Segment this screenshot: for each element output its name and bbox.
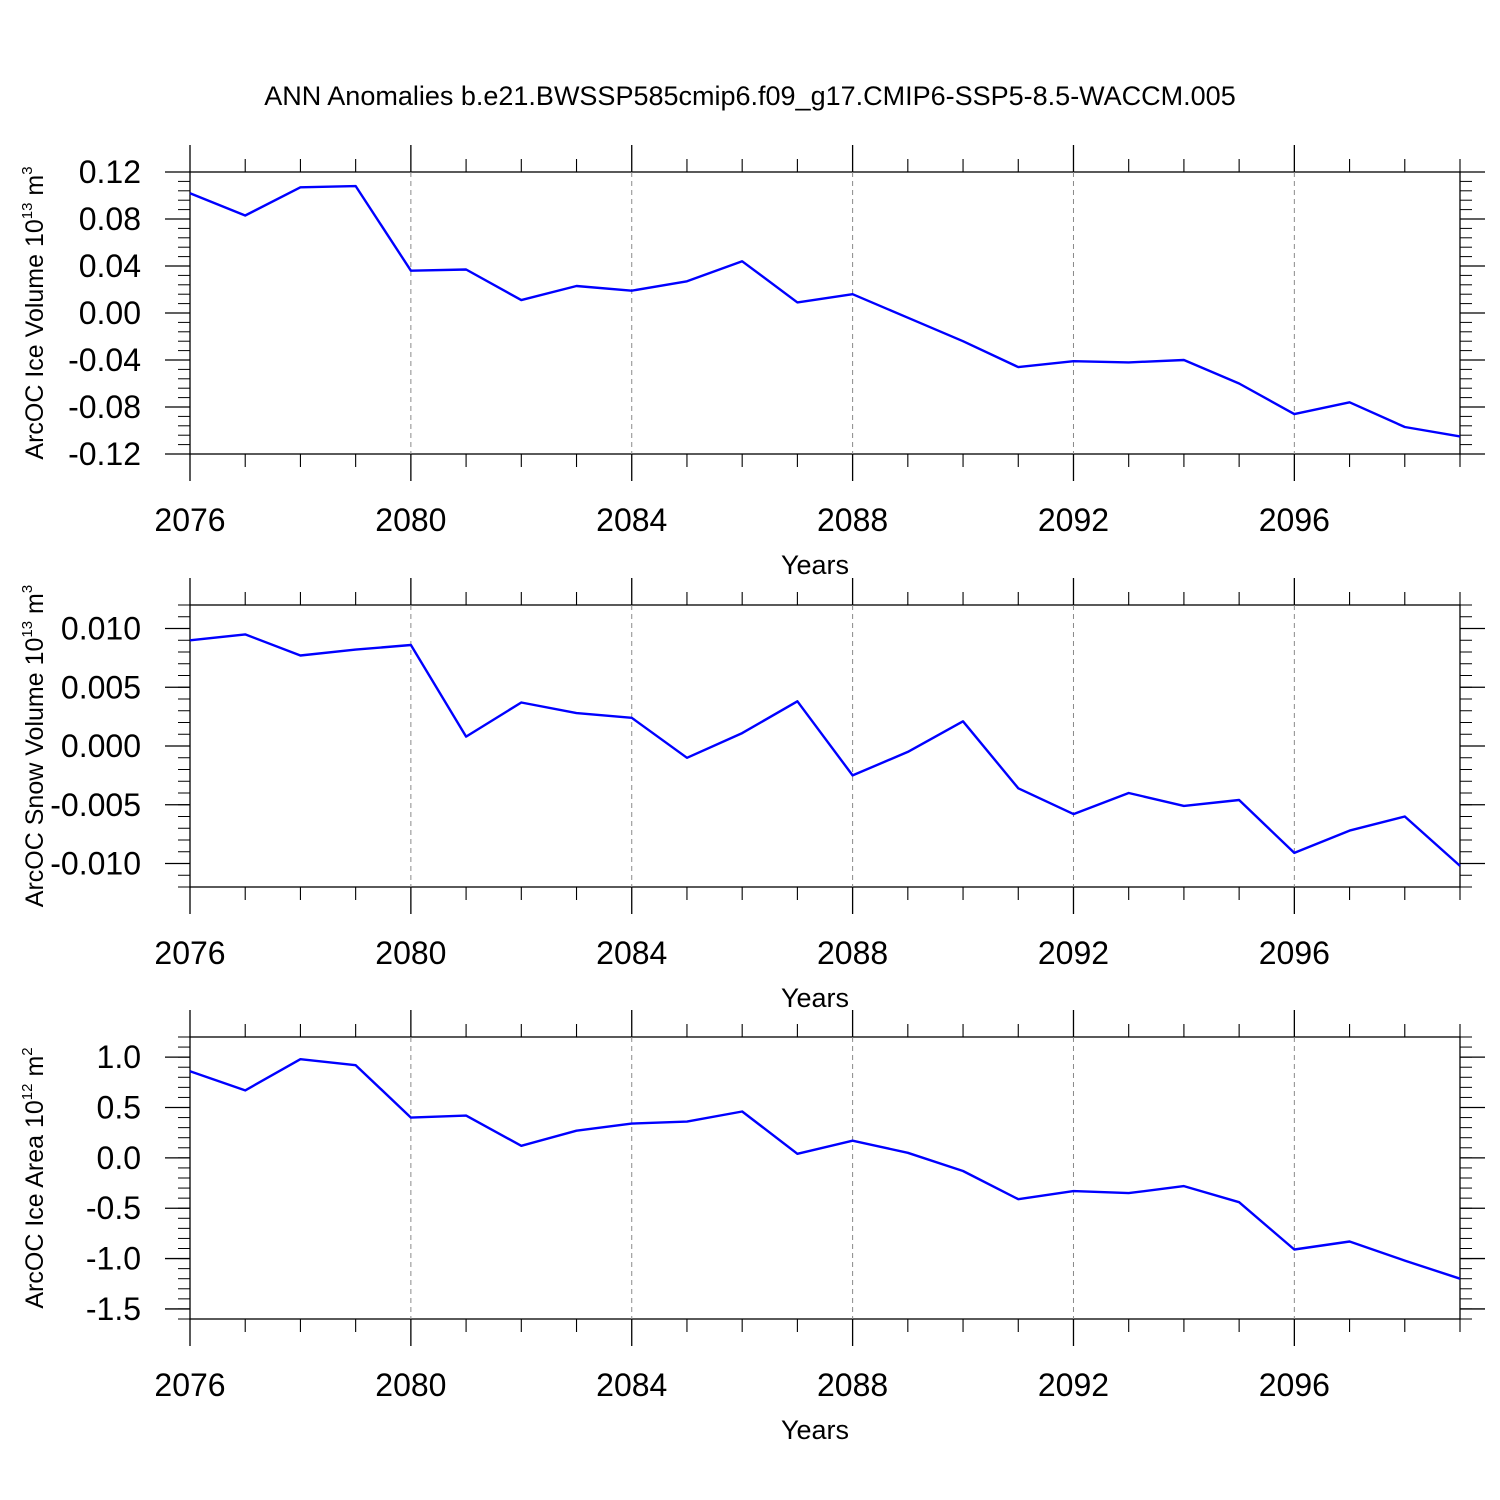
x-tick-label: 2092 bbox=[1038, 1367, 1109, 1403]
x-tick-label: 2080 bbox=[375, 935, 446, 971]
y-tick-label: -0.010 bbox=[50, 846, 141, 882]
y-tick-label: 0.0 bbox=[97, 1140, 141, 1176]
series-line bbox=[189, 184, 1461, 438]
x-tick-label: 2088 bbox=[817, 502, 888, 538]
series-line bbox=[189, 1057, 1461, 1280]
x-tick-label: 2096 bbox=[1259, 502, 1330, 538]
figure-title: ANN Anomalies b.e21.BWSSP585cmip6.f09_g1… bbox=[264, 81, 1235, 111]
y-tick-label: 1.0 bbox=[97, 1039, 141, 1075]
y-tick-label: 0.00 bbox=[79, 295, 141, 331]
y-tick-label: 0.08 bbox=[79, 201, 141, 237]
y-axis-label: ArcOC Ice Volume 1013 m3 bbox=[19, 166, 49, 459]
y-tick-label: 0.5 bbox=[97, 1090, 141, 1126]
chart-panel-snow-volume: 2076 2080 2084 2088 2092 2096 Years 0.010 0.005 0… bbox=[19, 578, 1485, 1013]
x-tick-label: 2092 bbox=[1038, 935, 1109, 971]
x-tick-label: 2076 bbox=[154, 935, 225, 971]
y-tick-label: -0.08 bbox=[68, 389, 141, 425]
x-tick-label: 2076 bbox=[154, 1367, 225, 1403]
y-tick-label: -0.005 bbox=[50, 787, 141, 823]
y-axis-label: ArcOC Snow Volume 1013 m3 bbox=[19, 585, 49, 907]
x-axis-label: Years bbox=[781, 983, 849, 1013]
y-tick-label: -0.04 bbox=[68, 342, 141, 378]
x-tick-label: 2088 bbox=[817, 1367, 888, 1403]
x-axis-label: Years bbox=[781, 550, 849, 580]
x-tick-label: 2096 bbox=[1259, 1367, 1330, 1403]
y-axis-label: ArcOC Ice Area 1012 m2 bbox=[19, 1047, 49, 1308]
x-tick-label: 2084 bbox=[596, 1367, 667, 1403]
y-tick-label: 0.005 bbox=[61, 669, 141, 705]
series-line bbox=[189, 633, 1461, 867]
y-tick-label: -1.0 bbox=[86, 1241, 141, 1277]
x-tick-label: 2084 bbox=[596, 935, 667, 971]
y-tick-label: 0.000 bbox=[61, 728, 141, 764]
x-tick-label: 2096 bbox=[1259, 935, 1330, 971]
x-tick-label: 2080 bbox=[375, 502, 446, 538]
chart-panel-ice-volume: 2076 2080 2084 2088 2092 2096 Years 0.12 0.08 0.0… bbox=[19, 145, 1485, 580]
x-tick-label: 2084 bbox=[596, 502, 667, 538]
y-tick-label: 0.12 bbox=[79, 154, 141, 190]
y-tick-label: -0.12 bbox=[68, 436, 141, 472]
x-tick-label: 2092 bbox=[1038, 502, 1109, 538]
y-tick-label: -1.5 bbox=[86, 1291, 141, 1327]
x-tick-label: 2080 bbox=[375, 1367, 446, 1403]
y-tick-label: 0.04 bbox=[79, 248, 141, 284]
x-tick-label: 2088 bbox=[817, 935, 888, 971]
y-tick-label: 0.010 bbox=[61, 611, 141, 647]
x-tick-label: 2076 bbox=[154, 502, 225, 538]
x-axis-label: Years bbox=[781, 1415, 849, 1445]
y-tick-label: -0.5 bbox=[86, 1190, 141, 1226]
chart-panel-ice-area: 2076 2080 2084 2088 2092 2096 Years 1.0 0.5 0.0 -0… bbox=[19, 1010, 1485, 1445]
